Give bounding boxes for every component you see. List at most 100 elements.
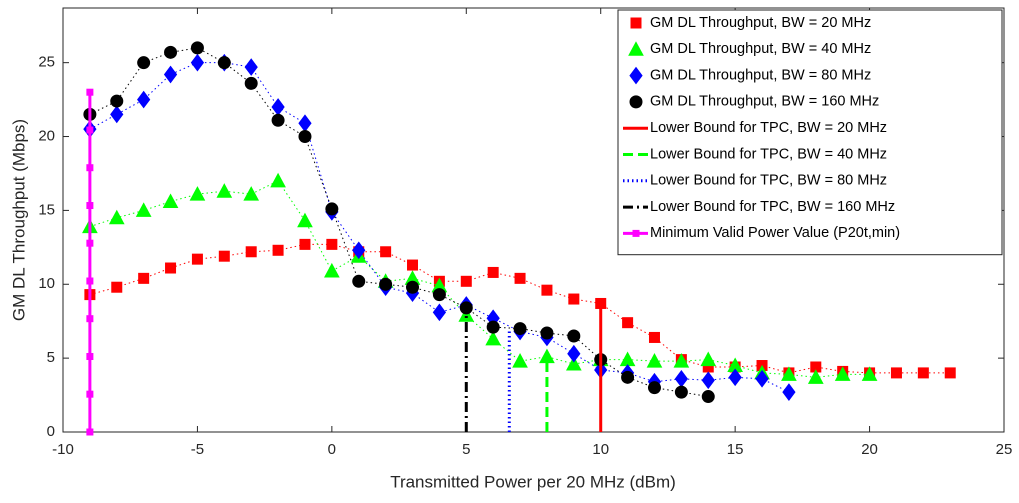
marker [325,202,339,216]
marker [781,366,797,381]
y-tick-label: 0 [47,423,55,440]
marker [807,369,824,384]
marker [191,253,203,265]
marker [110,94,124,108]
marker [352,241,366,260]
legend-label: Lower Bound for TPC, BW = 160 MHz [650,199,895,215]
legend-label: Lower Bound for TPC, BW = 40 MHz [650,146,887,162]
x-tick-label: 5 [462,441,470,458]
marker [164,45,178,59]
marker [406,280,420,294]
marker [270,172,286,188]
marker [86,88,94,96]
series [83,41,715,404]
y-tick-label: 15 [38,201,55,218]
marker [565,355,582,371]
x-tick-label: 20 [861,441,878,458]
marker [86,428,94,436]
marker [890,367,902,379]
marker [245,246,257,258]
marker [137,56,151,70]
marker [485,330,502,346]
marker [648,331,660,343]
marker [755,369,769,388]
marker [86,239,94,247]
marker [271,113,285,127]
y-tick-label: 25 [38,54,55,71]
legend-label: Minimum Valid Power Value (P20t,min) [650,225,900,241]
marker [86,202,94,210]
marker [834,366,851,381]
y-tick-label: 5 [47,349,55,366]
x-tick-label: 0 [328,441,336,458]
marker [243,186,260,201]
marker [86,164,94,172]
marker [244,76,258,90]
marker [298,130,312,144]
series-line [89,243,951,374]
marker [138,272,150,284]
marker [163,65,178,84]
marker [458,307,475,322]
legend-marker [629,66,643,85]
marker [540,326,554,340]
marker [190,41,204,55]
marker [701,390,715,404]
legend-marker [632,229,640,237]
legend-marker [630,17,642,29]
legend-box [617,9,1003,256]
series [86,88,94,436]
marker [917,367,929,379]
marker [86,126,94,134]
legend-marker [629,95,643,109]
marker [701,371,715,390]
legend-label: GM DL Throughput, BW = 20 MHz [650,15,871,31]
marker [297,212,313,228]
legend-label: Lower Bound for TPC, BW = 20 MHz [650,120,887,136]
legend-label: Lower Bound for TPC, BW = 80 MHz [650,173,887,189]
marker [324,262,340,278]
marker [108,209,125,225]
marker [86,315,94,323]
marker [432,288,446,302]
marker [460,275,472,287]
marker [487,266,499,278]
marker [86,390,94,398]
marker [379,277,393,291]
marker [190,53,205,72]
marker [621,370,635,384]
marker [512,353,528,368]
marker [567,329,581,343]
marker [728,368,742,387]
y-tick-label: 10 [38,275,55,292]
marker [135,202,152,217]
marker [352,274,366,288]
marker [700,351,717,367]
y-tick-label: 20 [38,127,55,144]
marker [137,90,151,109]
marker [673,353,690,368]
marker [299,238,311,250]
marker [647,381,661,395]
marker [86,277,94,285]
marker [486,320,500,334]
legend-marker [628,41,644,56]
marker [513,322,527,336]
marker [86,353,94,361]
marker [568,293,580,305]
marker [944,367,956,379]
marker [567,344,581,363]
y-axis-label: GM DL Throughput (Mbps) [9,119,28,321]
marker [244,58,258,76]
marker [162,193,179,209]
marker [622,317,634,329]
marker [326,238,338,250]
marker [380,246,392,258]
marker [216,183,233,198]
marker [541,284,553,296]
x-tick-label: 25 [996,441,1013,458]
x-tick-label: -5 [191,441,204,458]
x-tick-label: 15 [727,441,744,458]
legend-label: GM DL Throughput, BW = 80 MHz [650,67,871,83]
